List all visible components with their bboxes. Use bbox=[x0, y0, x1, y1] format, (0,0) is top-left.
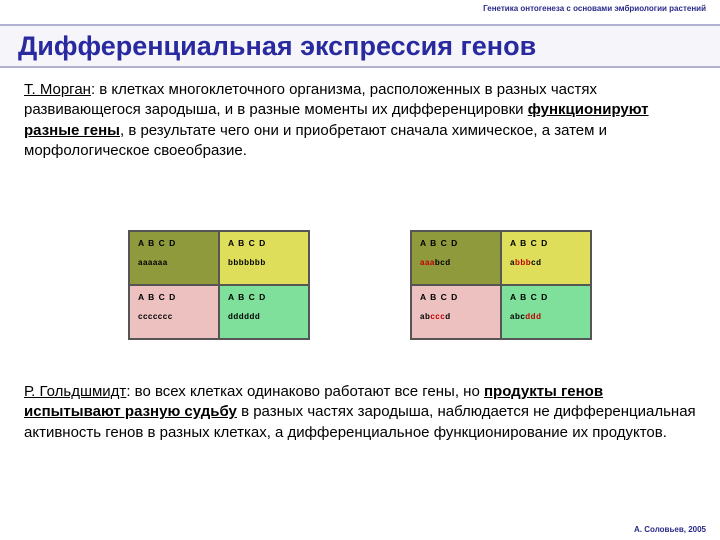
paragraph-morgan: Т. Морган: в клетках многоклеточного орг… bbox=[24, 80, 696, 161]
course-label: Генетика онтогенеза с основами эмбриолог… bbox=[483, 4, 706, 13]
p2-before: : во всех клетках одинаково работают все… bbox=[126, 383, 484, 400]
grids-row: A B C D aaaaaa A B C D bbbbbbb A B C D cccccc… bbox=[0, 230, 720, 340]
grid-cell: A B C D abcccd bbox=[411, 285, 501, 339]
title-bar: Дифференциальная экспрессия генов bbox=[0, 24, 720, 68]
grid-cell: A B C D abbbcd bbox=[501, 231, 591, 285]
genes-label: A B C D bbox=[228, 292, 300, 302]
products-label: dddddd bbox=[228, 312, 300, 321]
author-morgan: Т. Морган bbox=[24, 81, 91, 98]
products-label: bbbbbbb bbox=[228, 258, 300, 267]
grid-cell: A B C D aaabcd bbox=[411, 231, 501, 285]
products-label: aaaaaa bbox=[138, 258, 210, 267]
products-label: abcddd bbox=[510, 312, 582, 321]
products-label: abcccd bbox=[420, 312, 492, 321]
grid-cell: A B C D ccccccc bbox=[129, 285, 219, 339]
grid-cell: A B C D dddddd bbox=[219, 285, 309, 339]
author-goldschmidt: Р. Гольдшмидт bbox=[24, 383, 126, 400]
genes-label: A B C D bbox=[228, 238, 300, 248]
grid-cell: A B C D aaaaaa bbox=[129, 231, 219, 285]
paragraph-goldschmidt: Р. Гольдшмидт: во всех клетках одинаково… bbox=[24, 382, 696, 443]
grid-left: A B C D aaaaaa A B C D bbbbbbb A B C D cccccc… bbox=[128, 230, 310, 340]
products-label: abbbcd bbox=[510, 258, 582, 267]
slide: Генетика онтогенеза с основами эмбриолог… bbox=[0, 0, 720, 540]
products-label: aaabcd bbox=[420, 258, 492, 267]
slide-title: Дифференциальная экспрессия генов bbox=[18, 31, 536, 62]
genes-label: A B C D bbox=[420, 292, 492, 302]
products-label: ccccccc bbox=[138, 312, 210, 321]
genes-label: A B C D bbox=[420, 238, 492, 248]
footer-credit: А. Соловьев, 2005 bbox=[634, 525, 706, 534]
grid-cell: A B C D abcddd bbox=[501, 285, 591, 339]
genes-label: A B C D bbox=[138, 238, 210, 248]
genes-label: A B C D bbox=[510, 238, 582, 248]
grid-cell: A B C D bbbbbbb bbox=[219, 231, 309, 285]
genes-label: A B C D bbox=[138, 292, 210, 302]
p1-before: : в клетках многоклеточного организма, р… bbox=[24, 81, 597, 118]
grid-right: A B C DaaabcdA B C DabbbcdA B C DabcccdA… bbox=[410, 230, 592, 340]
genes-label: A B C D bbox=[510, 292, 582, 302]
